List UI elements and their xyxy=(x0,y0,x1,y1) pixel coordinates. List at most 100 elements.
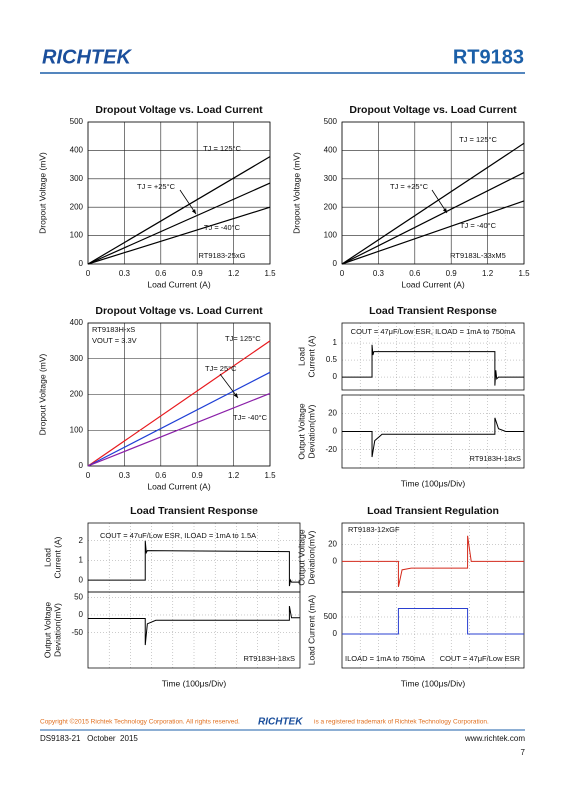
y-axis-label: Load xyxy=(42,548,52,567)
x-tick-label: 0.9 xyxy=(192,269,204,278)
annotation: RT9183L-33xM5 xyxy=(450,251,506,260)
y-axis-label: Dropout Voltage (mV) xyxy=(291,152,301,234)
y-tick-label: 50 xyxy=(74,592,83,601)
y-tick-label: 20 xyxy=(328,539,337,548)
y-tick-label: 2 xyxy=(79,536,84,545)
x-tick-label: 0.3 xyxy=(119,471,131,480)
y-tick-label: 300 xyxy=(70,354,84,363)
annotation: TJ = +25°C xyxy=(390,182,429,191)
y-tick-label: 0 xyxy=(79,610,84,619)
x-axis-label: Load Current (A) xyxy=(147,481,210,491)
annotation: COUT = 47μF/Low ESR, ILOAD = 1mA to 750m… xyxy=(351,327,516,336)
x-tick-label: 0.3 xyxy=(373,269,385,278)
chart-title: Load Transient Regulation xyxy=(367,505,499,517)
x-tick-label: 1.5 xyxy=(264,269,276,278)
waveform xyxy=(88,606,300,646)
x-axis-label: Time (100μs/Div) xyxy=(401,678,466,688)
footer-url: www.richtek.com xyxy=(464,734,525,743)
plot-frame xyxy=(341,121,525,265)
y-tick-label: -20 xyxy=(325,445,337,454)
panel-frame xyxy=(341,322,525,391)
x-axis-label: Time (100μs/Div) xyxy=(162,678,227,688)
data-line xyxy=(341,142,525,265)
panel-frame xyxy=(87,591,301,669)
data-line xyxy=(341,172,525,265)
annotation: COUT = 47μF/Low ESR xyxy=(440,654,521,663)
chart-title: Dropout Voltage vs. Load Current xyxy=(95,104,263,116)
y-axis-label: Dropout Voltage (mV) xyxy=(37,152,47,234)
data-line xyxy=(87,392,271,467)
y-tick-label: 300 xyxy=(70,174,84,183)
x-axis-label: Load Current (A) xyxy=(147,279,210,289)
x-tick-label: 1.2 xyxy=(482,269,494,278)
footer-copyright: Copyright ©2015 Richtek Technology Corpo… xyxy=(40,718,240,726)
data-line xyxy=(87,371,271,467)
annotation: RT9183-12xGF xyxy=(348,525,400,534)
y-tick-label: 100 xyxy=(324,231,338,240)
annotation: RT9183H-18xS xyxy=(243,654,295,663)
annotation: TJ = +25°C xyxy=(137,182,176,191)
y-tick-label: 20 xyxy=(328,408,337,417)
annotation: TJ = -40°C xyxy=(460,221,497,230)
x-tick-label: 1.2 xyxy=(228,269,240,278)
y-tick-label: 0 xyxy=(79,575,84,584)
y-tick-label: 0 xyxy=(333,427,338,436)
annotation-arrow xyxy=(219,373,239,399)
x-tick-label: 0.9 xyxy=(446,269,458,278)
x-tick-label: 1.5 xyxy=(518,269,530,278)
plot-frame xyxy=(87,121,271,265)
y-tick-label: 500 xyxy=(70,117,84,126)
annotation-arrow xyxy=(179,189,197,215)
waveform xyxy=(342,607,524,635)
y-tick-label: 0 xyxy=(79,259,84,268)
annotation: COUT = 47uF/Low ESR, ILOAD = 1mA to 1.5A xyxy=(100,531,256,540)
y-tick-label: 200 xyxy=(324,202,338,211)
chart-title: Dropout Voltage vs. Load Current xyxy=(349,104,517,116)
y-tick-label: 500 xyxy=(324,117,338,126)
y-tick-label: 0.5 xyxy=(326,355,338,364)
data-line xyxy=(87,182,271,265)
arrow-head xyxy=(191,209,196,214)
panel-frame xyxy=(341,591,525,669)
x-tick-label: 0 xyxy=(86,471,91,480)
y-tick-label: 400 xyxy=(70,318,84,327)
x-tick-label: 0 xyxy=(86,269,91,278)
annotation: RT9183H-18xS xyxy=(469,454,521,463)
x-axis-label: Time (100μs/Div) xyxy=(401,478,466,488)
y-axis-label: Load xyxy=(296,347,306,366)
annotation: TJ= 125°C xyxy=(225,334,261,343)
y-tick-label: 400 xyxy=(324,146,338,155)
y-axis-label: Current (A) xyxy=(52,536,62,578)
data-line xyxy=(87,156,271,265)
header-logo: RICHTEK xyxy=(42,46,132,68)
waveform xyxy=(342,535,524,587)
data-line xyxy=(87,340,271,467)
annotation: TJ = 125°C xyxy=(459,135,497,144)
annotation: TJ= -40°C xyxy=(233,413,268,422)
y-tick-label: 1 xyxy=(333,338,338,347)
annotation: TJ = 125°C xyxy=(203,144,241,153)
chart-title: Load Transient Response xyxy=(130,505,258,517)
y-axis-label: Dropout Voltage (mV) xyxy=(37,353,47,435)
footer-trademark: is a registered trademark of Richtek Tec… xyxy=(314,719,489,726)
annotation: ILOAD = 1mA to 750mA xyxy=(345,654,425,663)
x-tick-label: 1.2 xyxy=(228,471,240,480)
y-tick-label: 0 xyxy=(333,372,338,381)
y-tick-label: 0 xyxy=(79,461,84,470)
x-tick-label: 0.6 xyxy=(155,471,167,480)
y-tick-label: 200 xyxy=(70,390,84,399)
chart-title: Load Transient Response xyxy=(369,305,497,317)
y-tick-label: 500 xyxy=(324,612,338,621)
x-tick-label: 0 xyxy=(340,269,345,278)
x-axis-label: Load Current (A) xyxy=(401,279,464,289)
arrow-head xyxy=(233,393,238,398)
y-tick-label: 1 xyxy=(79,556,84,565)
annotation: TJ = -40°C xyxy=(204,223,241,232)
x-tick-label: 1.5 xyxy=(264,471,276,480)
annotation: RT9183-25xG xyxy=(199,251,246,260)
footer-logo: RICHTEK xyxy=(258,717,303,728)
y-tick-label: 100 xyxy=(70,425,84,434)
x-tick-label: 0.9 xyxy=(192,471,204,480)
header-part: RT9183 xyxy=(453,46,524,68)
